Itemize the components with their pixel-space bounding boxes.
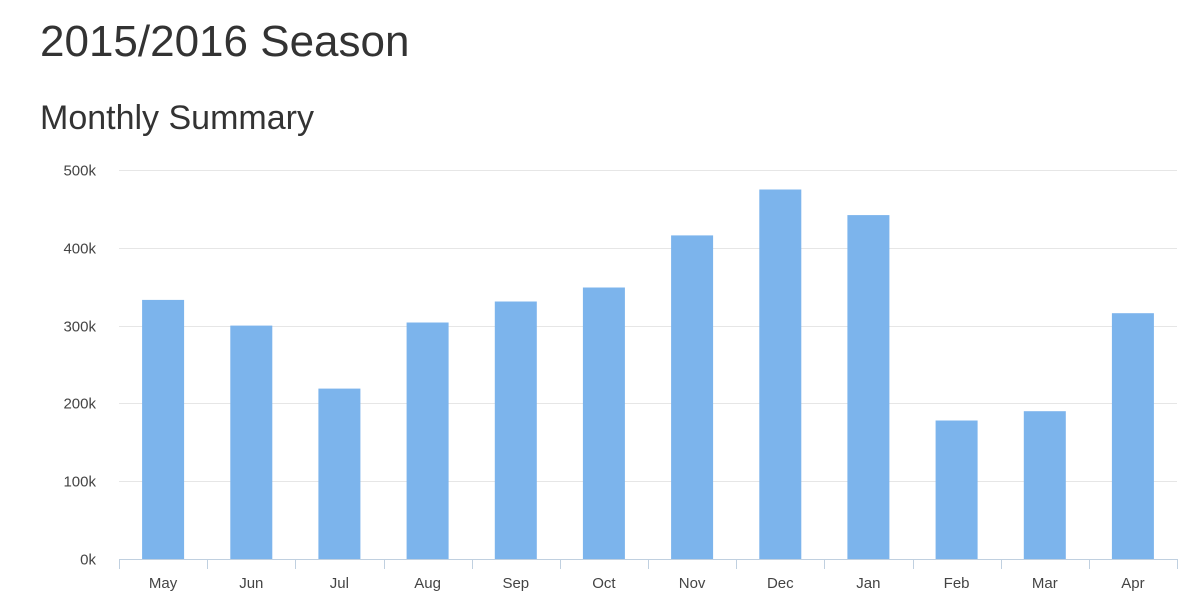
bars xyxy=(142,189,1154,560)
bar-nov[interactable] xyxy=(671,235,714,559)
bar-jun[interactable] xyxy=(230,325,273,559)
x-tick-label: Dec xyxy=(767,575,794,592)
bar-aug[interactable] xyxy=(406,322,449,560)
x-tick-label: Jul xyxy=(330,575,349,592)
x-axis-tick-labels: May Jun Jul Aug Sep Oct Nov Dec Jan Feb Mar Apr xyxy=(149,575,1145,592)
x-tick-label: Apr xyxy=(1121,575,1144,592)
bar-jul[interactable] xyxy=(318,388,361,559)
x-tick-label: Jun xyxy=(239,575,263,592)
y-tick-label: 200k xyxy=(63,396,96,413)
y-axis-tick-labels: 0k 100k 200k 300k 400k 500k xyxy=(63,163,96,569)
x-tick-label: Mar xyxy=(1032,575,1058,592)
bar-oct[interactable] xyxy=(582,287,625,560)
bar-may[interactable] xyxy=(142,299,185,559)
bar-jan[interactable] xyxy=(847,215,890,559)
bar-feb[interactable] xyxy=(935,420,978,560)
y-tick-label: 500k xyxy=(63,163,96,180)
y-tick-label: 400k xyxy=(63,241,96,258)
chart-title: Monthly Summary xyxy=(40,99,314,137)
bar-dec[interactable] xyxy=(759,189,802,560)
x-tick-label: May xyxy=(149,575,178,592)
x-tick-label: Aug xyxy=(414,575,441,592)
x-tick-label: Sep xyxy=(502,575,529,592)
x-axis xyxy=(119,559,1178,569)
bar-mar[interactable] xyxy=(1023,411,1066,559)
x-tick-label: Feb xyxy=(944,575,970,592)
x-tick-label: Oct xyxy=(592,575,616,592)
x-tick-label: Jan xyxy=(856,575,880,592)
grid-lines xyxy=(119,170,1177,482)
y-tick-label: 0k xyxy=(80,552,96,569)
x-tick-label: Nov xyxy=(679,575,706,592)
bar-sep[interactable] xyxy=(494,301,537,560)
bar-apr[interactable] xyxy=(1111,313,1154,559)
y-tick-label: 300k xyxy=(63,319,96,336)
y-tick-label: 100k xyxy=(63,474,96,491)
page-title: 2015/2016 Season xyxy=(40,17,410,66)
